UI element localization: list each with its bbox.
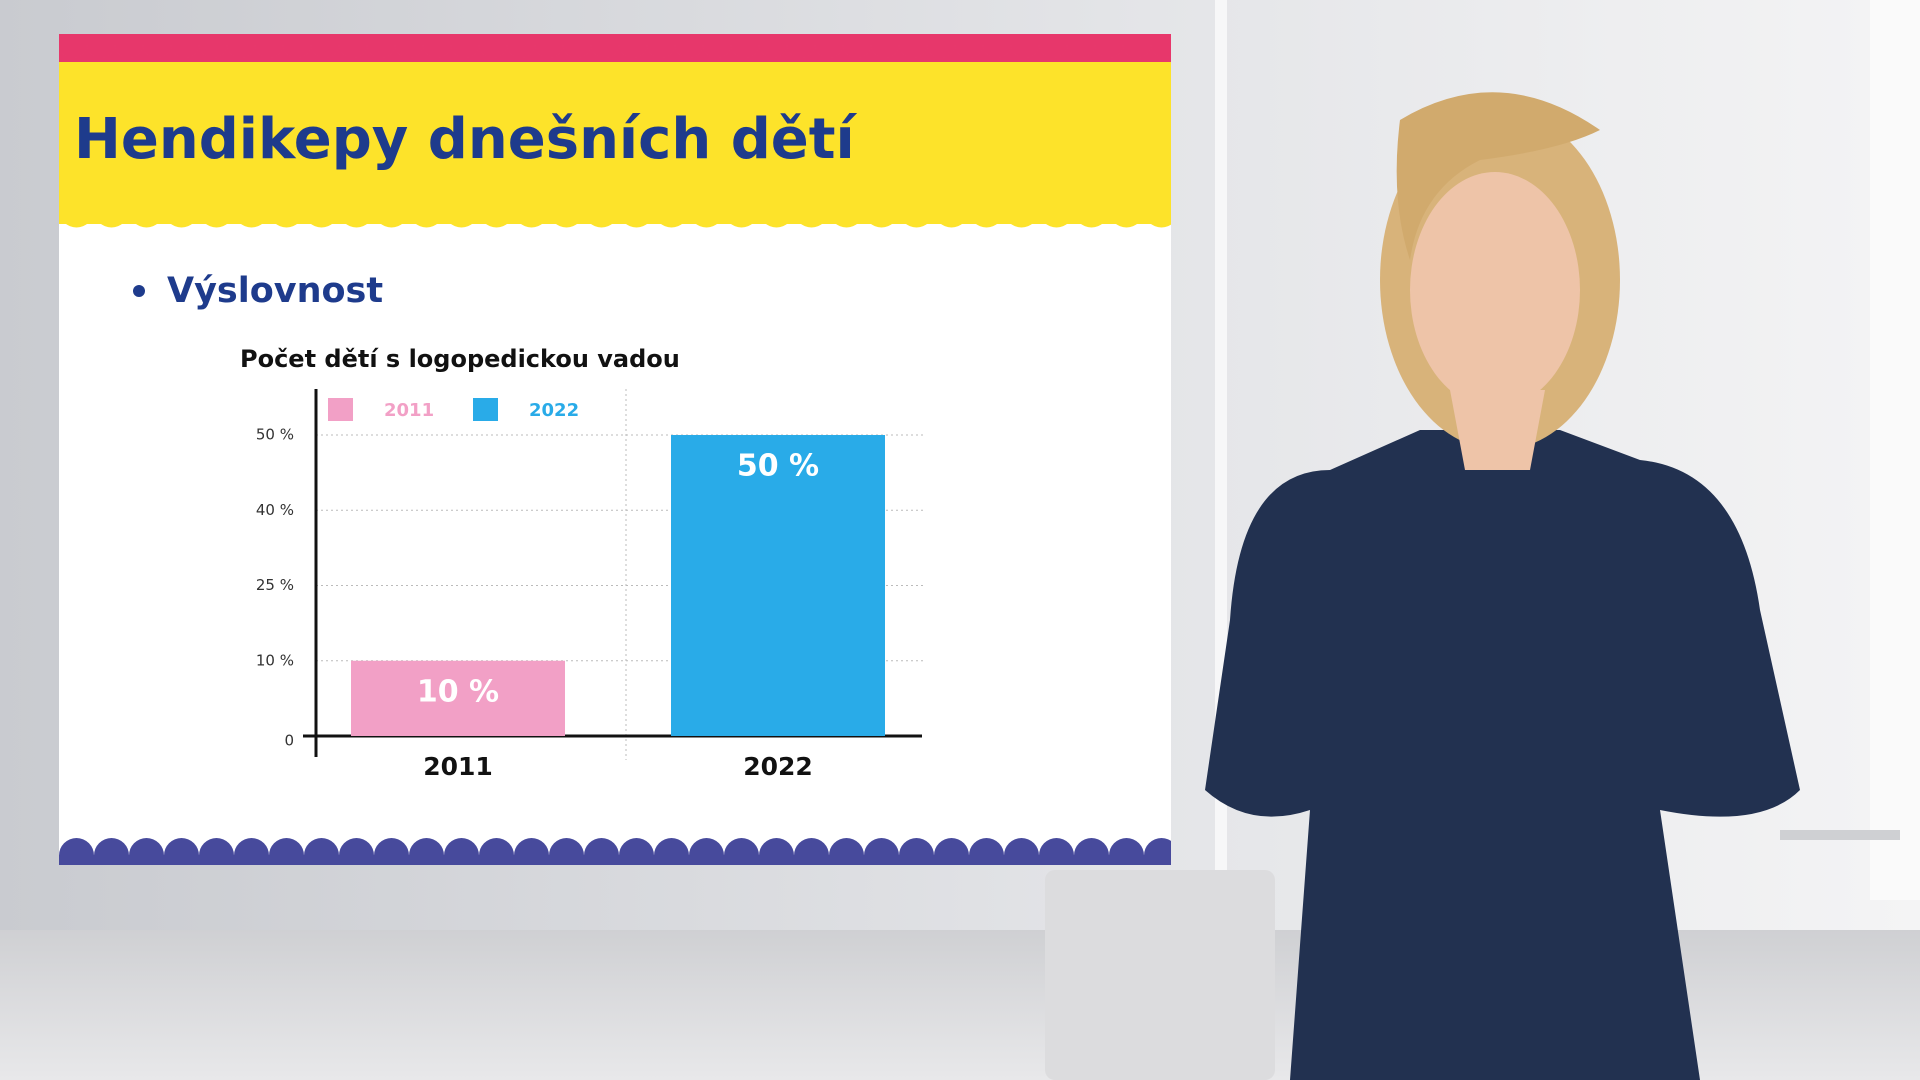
x-tick-label: 2011 <box>423 752 493 781</box>
wall-edge <box>1215 0 1227 1080</box>
presenter <box>1205 92 1800 1080</box>
title-band <box>59 34 1171 224</box>
chart-title: Počet dětí s logopedickou vadou <box>240 345 680 373</box>
bullet-text: Výslovnost <box>167 271 383 311</box>
sofa <box>1045 870 1275 1080</box>
bar <box>671 435 885 736</box>
y-tick-label: 50 % <box>256 426 294 444</box>
legend-swatch <box>328 398 353 421</box>
y-tick-label: 40 % <box>256 501 294 519</box>
y-tick-label: 25 % <box>256 576 294 594</box>
bullet-dot <box>133 285 145 297</box>
data-label: 10 % <box>417 674 499 709</box>
window <box>1870 0 1920 900</box>
y-tick-label: 10 % <box>256 651 294 669</box>
side-table <box>1780 830 1900 840</box>
legend-label: 2022 <box>529 400 579 421</box>
legend-label: 2011 <box>384 400 434 421</box>
legend-swatch <box>473 398 498 421</box>
title-band-scallop <box>59 210 1171 230</box>
data-label: 50 % <box>737 449 819 484</box>
y-tick-label: 0 <box>284 732 294 750</box>
slide-title: Hendikepy dnešních dětí <box>74 107 858 172</box>
chart: 0 10 % 25 % 40 % 50 % 2011 2022 2011 10 % 2022 50 … <box>256 389 925 781</box>
bar <box>351 660 565 736</box>
bottom-border <box>59 855 1171 865</box>
x-tick-label: 2022 <box>743 752 813 781</box>
bottom-border-scallop <box>59 838 1171 856</box>
top-border-scallop <box>59 44 1171 60</box>
